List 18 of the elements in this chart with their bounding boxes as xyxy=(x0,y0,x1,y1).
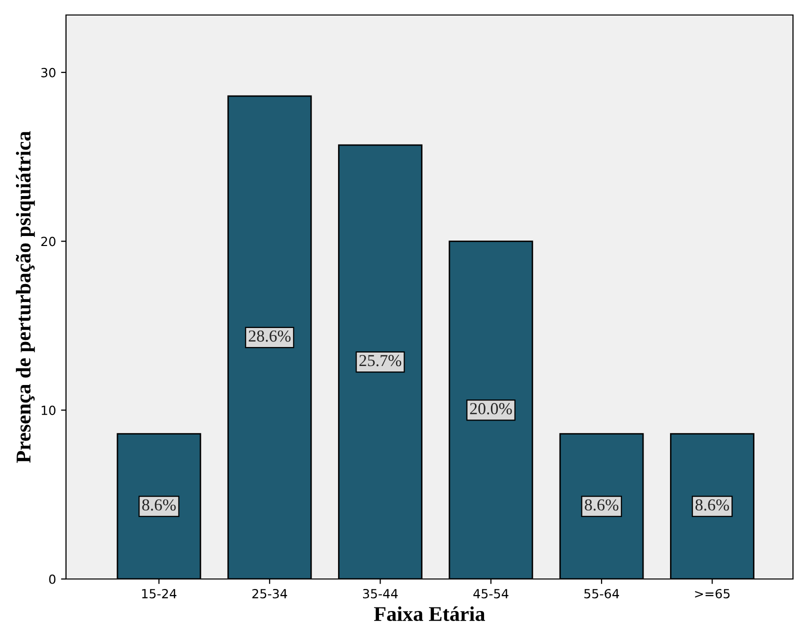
x-tick-label: 25-34 xyxy=(252,588,288,598)
data-label: 8.6% xyxy=(584,499,618,511)
y-tick-label: 20 xyxy=(41,236,56,246)
x-axis-title: Faixa Etária xyxy=(374,606,486,622)
y-axis-title: Presença de perturbação psiquiátrica xyxy=(16,131,35,463)
data-label: 20.0% xyxy=(470,403,512,414)
x-tick-label: 45-54 xyxy=(473,589,508,598)
x-tick-label: 15-24 xyxy=(142,588,176,598)
data-label: 28.6% xyxy=(248,330,291,342)
y-tick-label: 0 xyxy=(49,574,56,584)
data-label: 8.6% xyxy=(696,499,730,511)
data-label: 8.6% xyxy=(142,499,176,511)
x-tick-label: 35-44 xyxy=(363,588,398,598)
y-tick-label: 10 xyxy=(42,406,56,416)
x-tick-label: 55-64 xyxy=(584,588,620,598)
x-tick-label: >=65 xyxy=(695,588,730,598)
y-tick-label: 30 xyxy=(41,68,56,78)
data-label: 25.7% xyxy=(359,354,402,366)
